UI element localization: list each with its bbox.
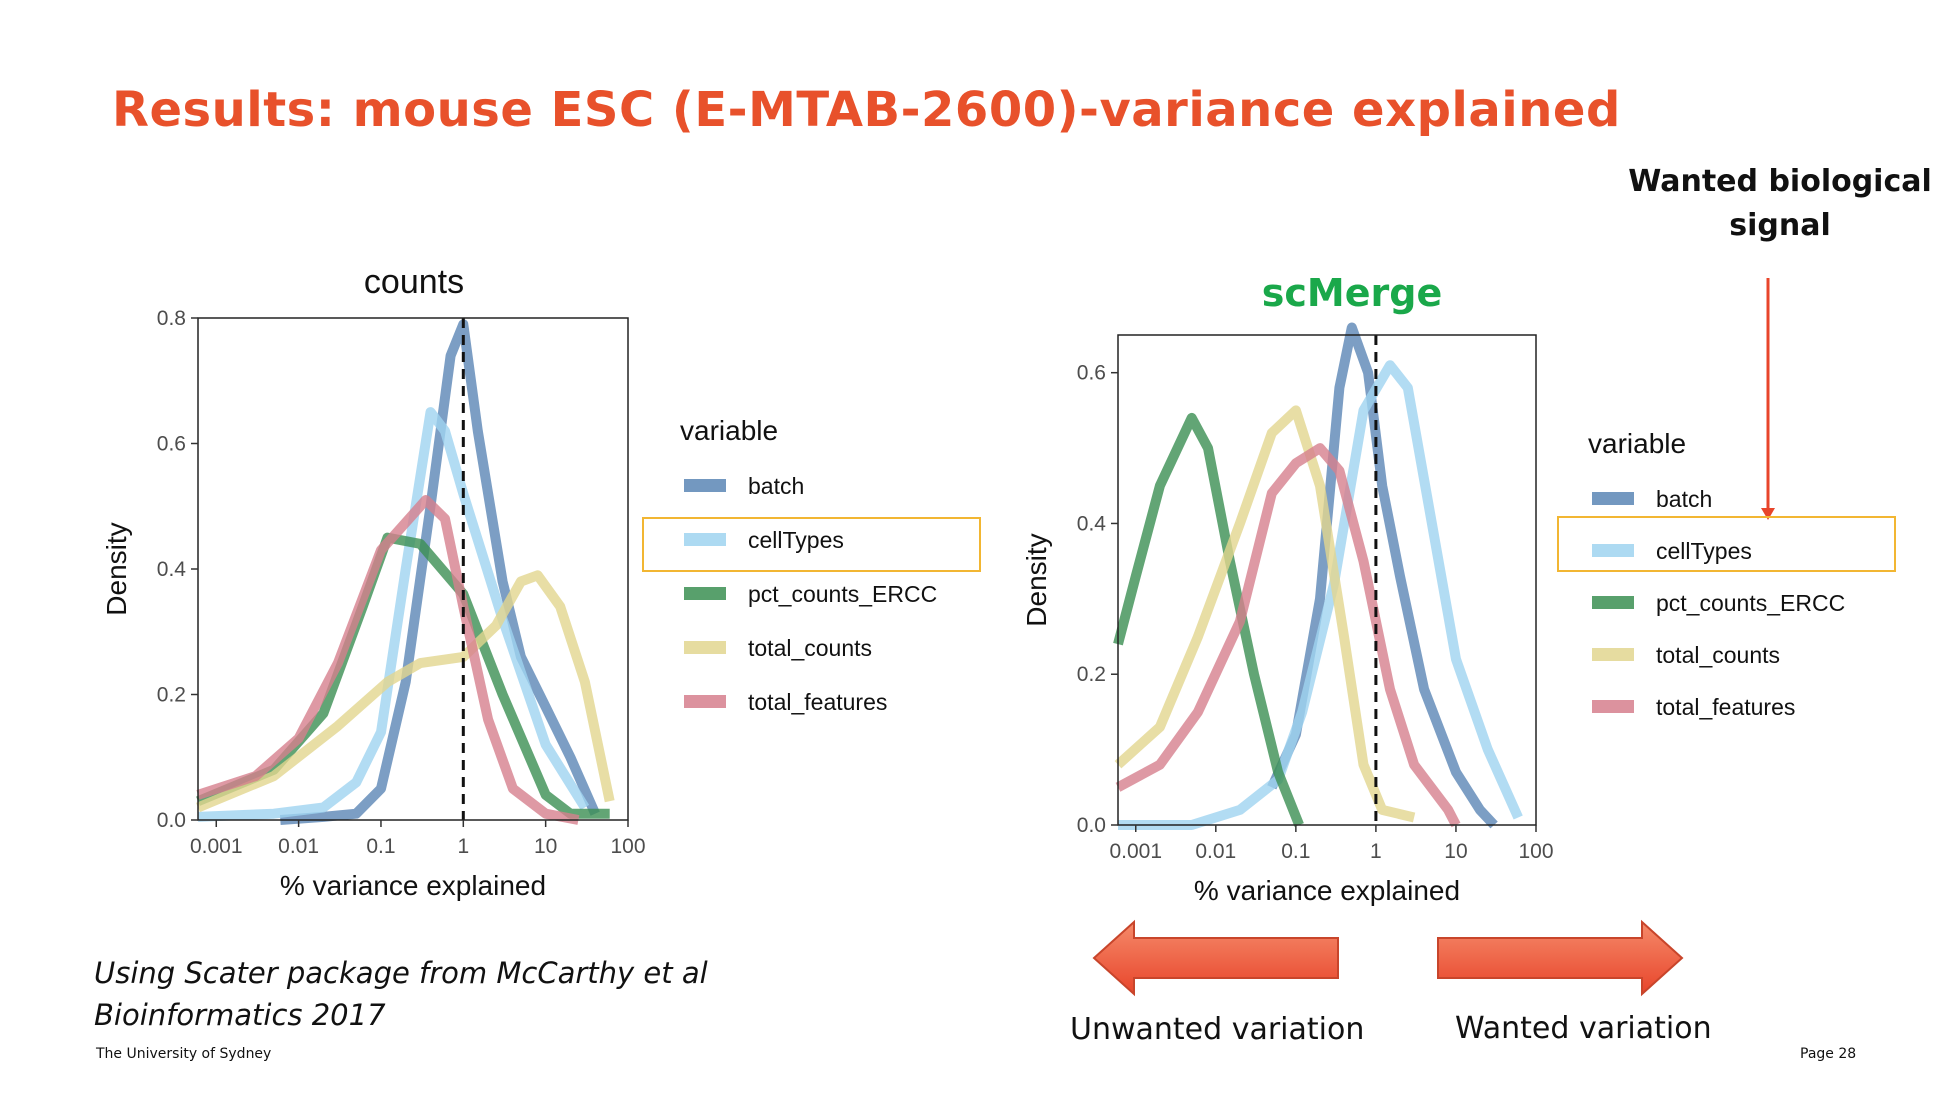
- chart-title: scMerge: [1262, 271, 1442, 315]
- callout-down-arrow-head: [1761, 508, 1775, 520]
- y-tick-label: 0.6: [157, 433, 186, 456]
- series-line-total-counts: [196, 570, 615, 813]
- legend-title: variable: [1588, 428, 1686, 459]
- citation-line-2: Bioinformatics 2017: [94, 998, 386, 1032]
- y-tick-label: 0.2: [1077, 663, 1106, 686]
- x-tick-label: 1: [1370, 840, 1382, 863]
- citation-line-1: Using Scater package from McCarthy et al: [94, 956, 708, 990]
- wanted-variation-label: Wanted variation: [1455, 1011, 1712, 1046]
- footer-page-number: Page 28: [1800, 1046, 1857, 1062]
- legend-key-pct-counts-ercc: [684, 587, 726, 600]
- y-tick-label: 0.8: [157, 307, 186, 330]
- series-line-total-counts: [1114, 405, 1416, 823]
- legend-key-total-features: [684, 695, 726, 708]
- chart-title: counts: [364, 263, 464, 301]
- legend-label-batch: batch: [1656, 486, 1712, 512]
- legend-label-pct-counts-ercc: pct_counts_ERCC: [748, 581, 937, 607]
- plot-panel-border: [197, 317, 629, 821]
- x-axis-label: % variance explained: [1194, 875, 1460, 906]
- y-axis-label: Density: [1021, 533, 1052, 626]
- legend-label-celltypes: cellTypes: [748, 527, 844, 553]
- x-tick-label: 10: [534, 835, 557, 858]
- x-tick-label: 0.01: [278, 835, 319, 858]
- x-tick-label: 1: [457, 835, 469, 858]
- unwanted-variation-label: Unwanted variation: [1070, 1012, 1365, 1047]
- x-tick-label: 0.1: [366, 835, 395, 858]
- citation: Using Scater package from McCarthy et al…: [94, 952, 708, 1036]
- legend-label-total-counts: total_counts: [1656, 642, 1780, 668]
- footer-university: The University of Sydney: [96, 1046, 272, 1062]
- celltypes-highlight-box: [642, 517, 981, 572]
- series-line-batch: [279, 319, 600, 825]
- y-axis-label: Density: [101, 522, 132, 615]
- legend-label-pct-counts-ercc: pct_counts_ERCC: [1656, 590, 1845, 616]
- x-tick-label: 100: [1518, 840, 1553, 863]
- legend-key-total-counts: [684, 641, 726, 654]
- series-line-pct-counts-ercc: [1113, 412, 1304, 827]
- x-tick-label: 0.001: [190, 835, 243, 858]
- series-line-pct-counts-ercc: [196, 532, 610, 819]
- x-tick-label: 0.1: [1281, 840, 1310, 863]
- x-tick-label: 0.001: [1109, 840, 1162, 863]
- y-tick-label: 0.0: [157, 809, 186, 832]
- x-tick-label: 10: [1444, 840, 1467, 863]
- series-line-celltypes: [197, 407, 590, 822]
- legend-label-total-features: total_features: [1656, 694, 1795, 720]
- legend-label-batch: batch: [748, 473, 804, 499]
- wanted-signal-callout: Wanted biological signal: [1628, 164, 1932, 243]
- plot-panel-border: [1117, 334, 1537, 826]
- legend-label-total-counts: total_counts: [748, 635, 872, 661]
- unwanted-left-arrow: [1092, 919, 1339, 997]
- series-line-total-features: [196, 495, 580, 825]
- legend-key-total-counts: [1592, 648, 1634, 661]
- series-line-celltypes: [1118, 360, 1523, 830]
- y-tick-label: 0.6: [1077, 362, 1106, 385]
- legend-key-pct-counts-ercc: [1592, 596, 1634, 609]
- y-tick-label: 0.4: [1077, 512, 1107, 535]
- legend-label-total-features: total_features: [748, 689, 887, 715]
- series-line-batch: [1267, 322, 1498, 829]
- y-tick-label: 0.2: [157, 684, 186, 707]
- legend-key-total-features: [1592, 700, 1634, 713]
- slide-title: Results: mouse ESC (E-MTAB-2600)-varianc…: [112, 82, 1621, 138]
- x-tick-label: 100: [610, 835, 645, 858]
- legend-title: variable: [680, 415, 778, 446]
- y-tick-label: 0.4: [157, 558, 187, 581]
- legend-key-batch: [684, 479, 726, 492]
- y-tick-label: 0.0: [1077, 814, 1106, 837]
- wanted-right-arrow: [1437, 919, 1684, 997]
- legend-key-celltypes: [1592, 544, 1634, 557]
- celltypes-highlight-box: [1557, 516, 1896, 572]
- series-line-total-features: [1115, 443, 1461, 828]
- legend-key-celltypes: [684, 533, 726, 546]
- legend-key-batch: [1592, 492, 1634, 505]
- legend-label-celltypes: cellTypes: [1656, 538, 1752, 564]
- x-tick-label: 0.01: [1195, 840, 1236, 863]
- x-axis-label: % variance explained: [280, 870, 546, 901]
